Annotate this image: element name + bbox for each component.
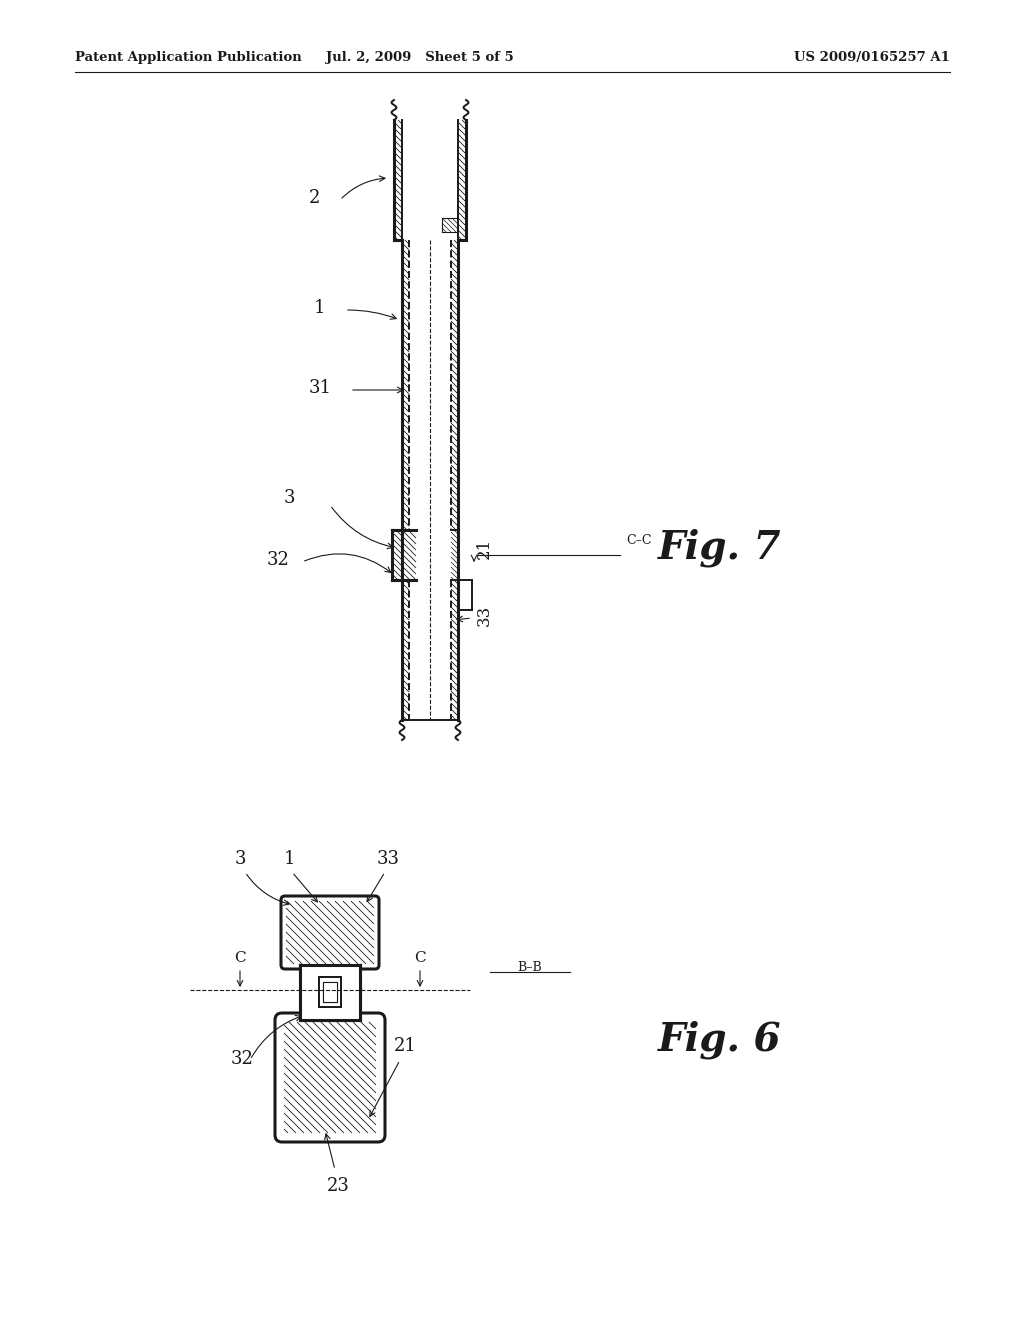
Text: 21: 21 bbox=[476, 537, 493, 558]
Text: US 2009/0165257 A1: US 2009/0165257 A1 bbox=[795, 51, 950, 65]
Text: 1: 1 bbox=[285, 850, 296, 869]
Text: 31: 31 bbox=[309, 379, 332, 397]
FancyBboxPatch shape bbox=[281, 896, 379, 969]
Text: Jul. 2, 2009   Sheet 5 of 5: Jul. 2, 2009 Sheet 5 of 5 bbox=[326, 51, 514, 65]
Text: B–B: B–B bbox=[517, 961, 543, 974]
Text: C: C bbox=[414, 950, 426, 965]
Bar bbox=[323, 982, 337, 1002]
Bar bbox=[319, 977, 341, 1007]
Text: C: C bbox=[234, 950, 246, 965]
Text: C–C: C–C bbox=[626, 535, 651, 546]
Text: 3: 3 bbox=[284, 488, 295, 507]
Text: Fig. 6: Fig. 6 bbox=[658, 1020, 781, 1059]
Bar bbox=[301, 966, 359, 1019]
Text: Patent Application Publication: Patent Application Publication bbox=[75, 51, 302, 65]
Text: Fig. 7: Fig. 7 bbox=[658, 529, 781, 568]
FancyBboxPatch shape bbox=[275, 1012, 385, 1142]
Text: 32: 32 bbox=[230, 1049, 253, 1068]
Text: 23: 23 bbox=[327, 1177, 349, 1195]
Text: 3: 3 bbox=[234, 850, 246, 869]
Bar bbox=[323, 982, 337, 1002]
Text: 21: 21 bbox=[393, 1038, 417, 1055]
Bar bbox=[319, 977, 341, 1007]
Text: 32: 32 bbox=[267, 550, 290, 569]
Text: 33: 33 bbox=[476, 605, 493, 626]
Text: 1: 1 bbox=[313, 300, 325, 317]
Text: 33: 33 bbox=[377, 850, 399, 869]
Text: 2: 2 bbox=[308, 189, 319, 207]
